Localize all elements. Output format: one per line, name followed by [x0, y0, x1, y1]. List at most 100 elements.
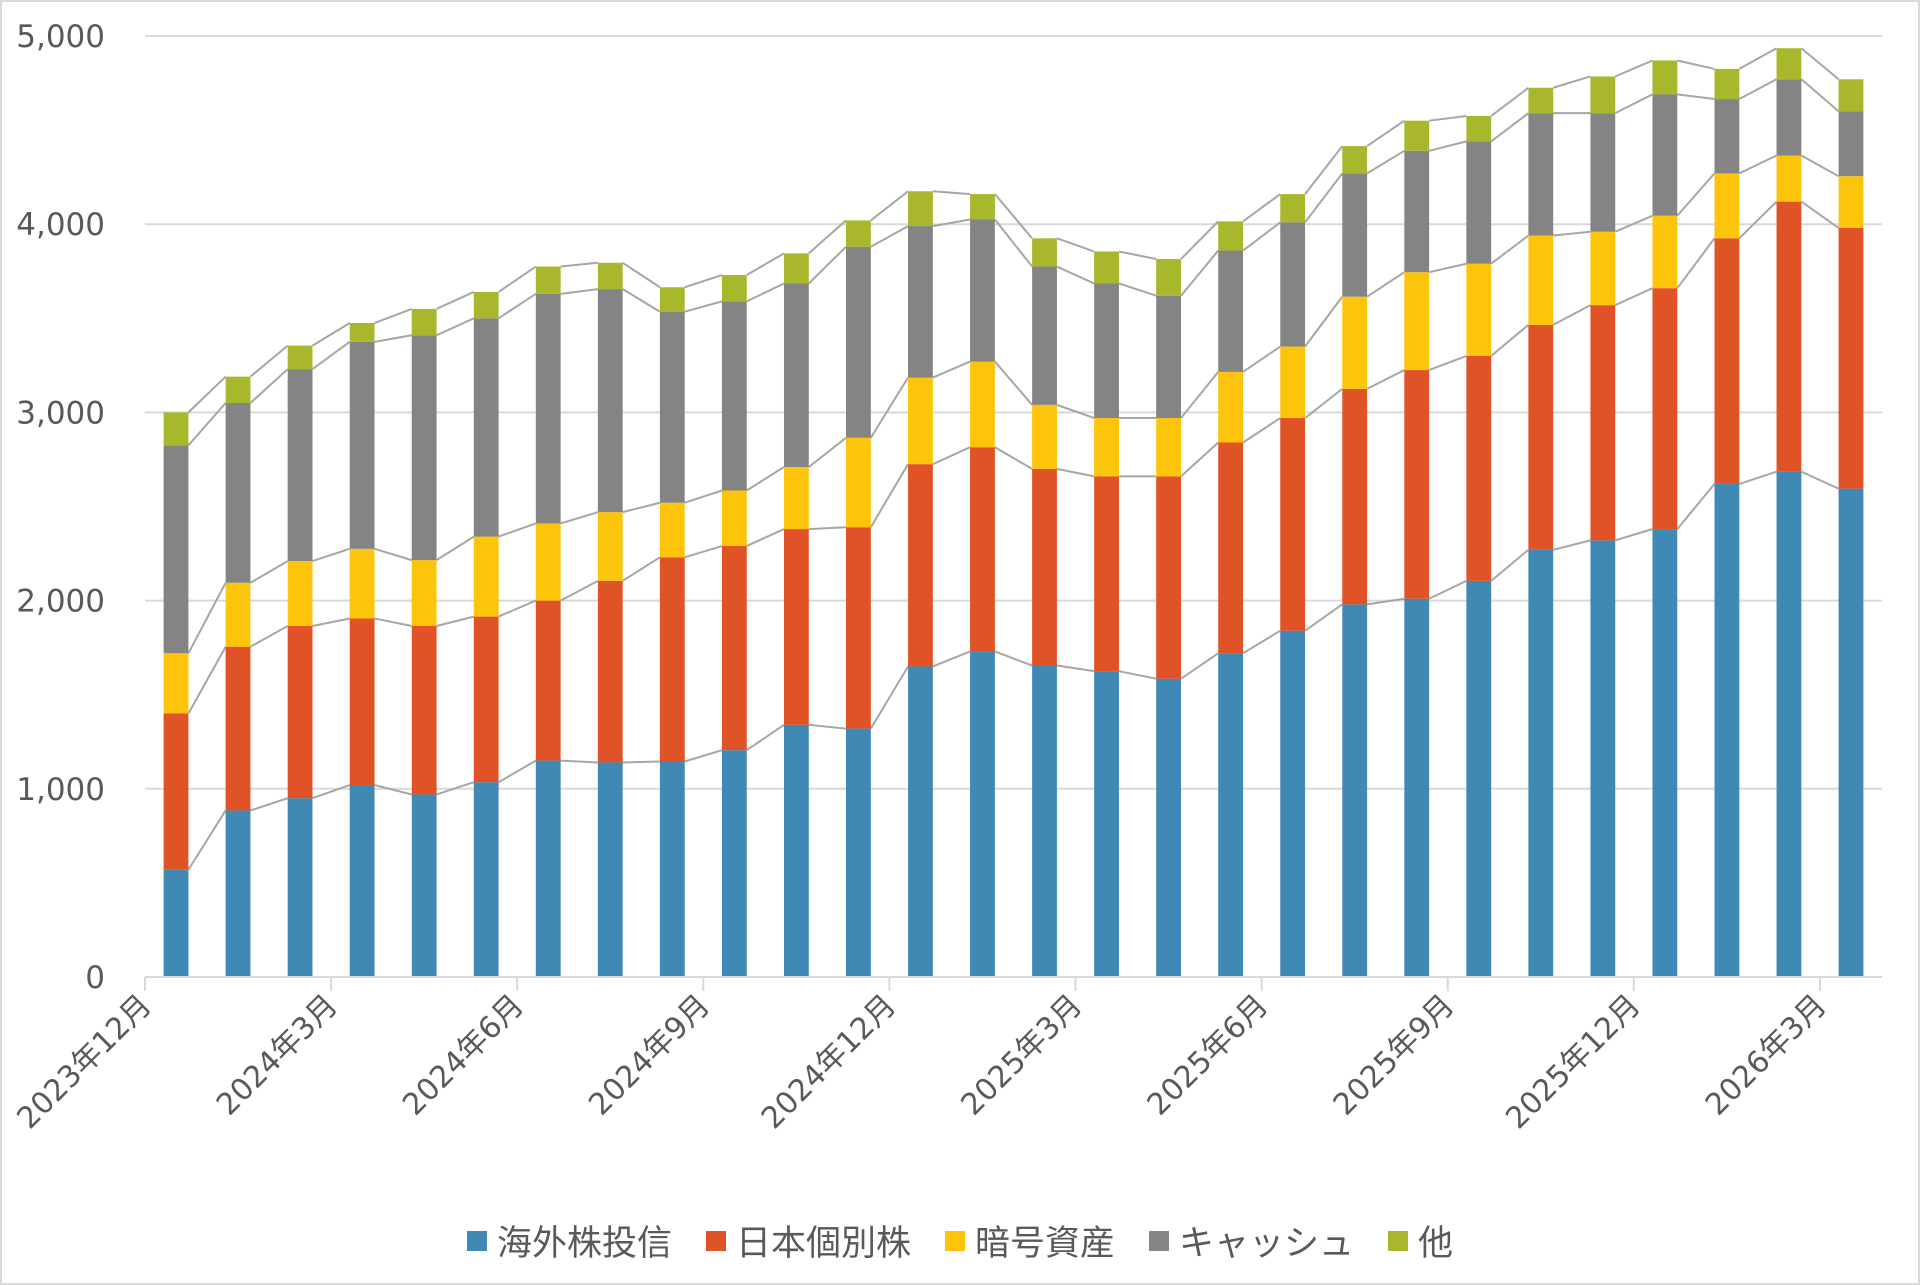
bar-segment-4 — [1218, 221, 1244, 251]
bar-segment-2 — [1466, 263, 1492, 356]
series-line — [187, 582, 227, 654]
bar-segment-2 — [1528, 235, 1554, 325]
series-line — [1366, 271, 1405, 298]
series-line — [932, 218, 971, 228]
series-line — [560, 288, 598, 295]
bar-segment-1 — [1652, 288, 1678, 530]
series-line — [1800, 470, 1839, 490]
series-line — [187, 646, 227, 715]
bar-segment-0 — [411, 794, 437, 977]
legend-label: 海外株投信 — [496, 1224, 672, 1264]
bar-segment-3 — [287, 369, 313, 562]
series-line — [1056, 265, 1095, 285]
series-line — [312, 617, 350, 627]
bar-segment-4 — [1528, 87, 1554, 114]
series-line — [1676, 237, 1716, 289]
y-tick-label: 2,000 — [16, 584, 105, 620]
series-line — [1428, 355, 1467, 371]
bar-segment-1 — [721, 546, 747, 751]
x-tick-label: 2024年6月 — [396, 988, 531, 1123]
bar-segment-0 — [349, 785, 375, 977]
series-line — [1614, 214, 1653, 233]
bar-segment-0 — [1466, 580, 1492, 977]
bar-segment-4 — [1404, 120, 1430, 151]
series-line — [869, 665, 909, 730]
y-tick-label: 0 — [85, 960, 105, 996]
series-line — [1614, 528, 1653, 542]
series-line — [870, 225, 909, 248]
series-line — [994, 218, 1033, 268]
y-tick-label: 3,000 — [16, 395, 105, 431]
bar-segment-1 — [1404, 370, 1430, 599]
series-line — [498, 759, 537, 784]
series-line — [498, 599, 537, 618]
series-line — [1056, 467, 1095, 478]
bar-segment-4 — [1032, 238, 1057, 267]
bar-segment-1 — [287, 626, 313, 799]
bar-segment-2 — [1714, 173, 1740, 239]
series-line — [560, 759, 598, 764]
series-line — [1366, 119, 1405, 147]
series-line — [374, 547, 413, 562]
bar-segment-1 — [1466, 355, 1492, 581]
bar-segment-1 — [163, 713, 189, 870]
bar-segment-3 — [163, 445, 189, 654]
series-line — [1242, 417, 1281, 444]
bar-segment-2 — [1590, 231, 1616, 306]
bar-segment-2 — [349, 548, 375, 619]
bar-segment-4 — [1094, 251, 1119, 284]
series-line — [1800, 47, 1840, 81]
series-line — [312, 784, 351, 800]
series-line — [746, 252, 785, 276]
bar-segment-1 — [535, 600, 561, 761]
bar-segment-4 — [535, 266, 561, 294]
bar-segment-1 — [1342, 388, 1368, 605]
series-line — [1056, 237, 1095, 253]
legend-label: 暗号資産 — [974, 1224, 1115, 1264]
bar-segment-3 — [659, 311, 685, 503]
series-line — [1800, 200, 1840, 229]
series-line — [436, 317, 475, 337]
series-line — [374, 784, 412, 796]
bar-segment-3 — [970, 219, 995, 362]
bar-segment-3 — [1714, 99, 1740, 174]
bar-segment-4 — [659, 287, 685, 312]
bar-segment-3 — [1776, 79, 1802, 156]
series-line — [187, 809, 227, 871]
legend-item: 海外株投信 — [466, 1215, 672, 1266]
bar-segment-3 — [1342, 173, 1368, 297]
series-line — [311, 341, 351, 370]
legend-item: 日本個別株 — [705, 1215, 911, 1266]
series-line — [1366, 369, 1405, 390]
bar-segment-3 — [1094, 283, 1119, 419]
bar-segment-1 — [597, 580, 623, 763]
series-line — [436, 615, 475, 627]
bar-segment-2 — [908, 377, 933, 465]
series-line — [498, 522, 537, 538]
gridlines — [145, 35, 1882, 790]
bar-segment-4 — [349, 323, 375, 342]
legend-label: 他 — [1418, 1224, 1454, 1264]
series-line — [249, 368, 289, 404]
bar-segment-0 — [1714, 483, 1740, 977]
bar-segment-2 — [721, 490, 747, 547]
series-line — [1614, 287, 1653, 307]
series-line — [622, 760, 660, 764]
series-line — [1428, 579, 1467, 600]
bar-segment-3 — [1280, 222, 1306, 347]
bar-segment-0 — [597, 762, 623, 977]
bar-segment-4 — [1652, 60, 1678, 95]
x-tick-label: 2025年9月 — [1327, 988, 1462, 1123]
bar-segment-3 — [597, 289, 623, 513]
series-line — [994, 193, 1033, 239]
y-axis-ticks: 0 1,000 2,000 3,000 4,000 5,000 — [16, 19, 105, 996]
bar-segment-2 — [1280, 346, 1306, 419]
bar-segment-0 — [1590, 540, 1616, 977]
series-line — [1552, 75, 1591, 89]
series-line — [1304, 388, 1343, 419]
series-line — [994, 360, 1033, 406]
bar-segment-3 — [1590, 113, 1616, 232]
x-tick-label: 2025年3月 — [955, 988, 1090, 1123]
series-line — [1738, 47, 1778, 70]
